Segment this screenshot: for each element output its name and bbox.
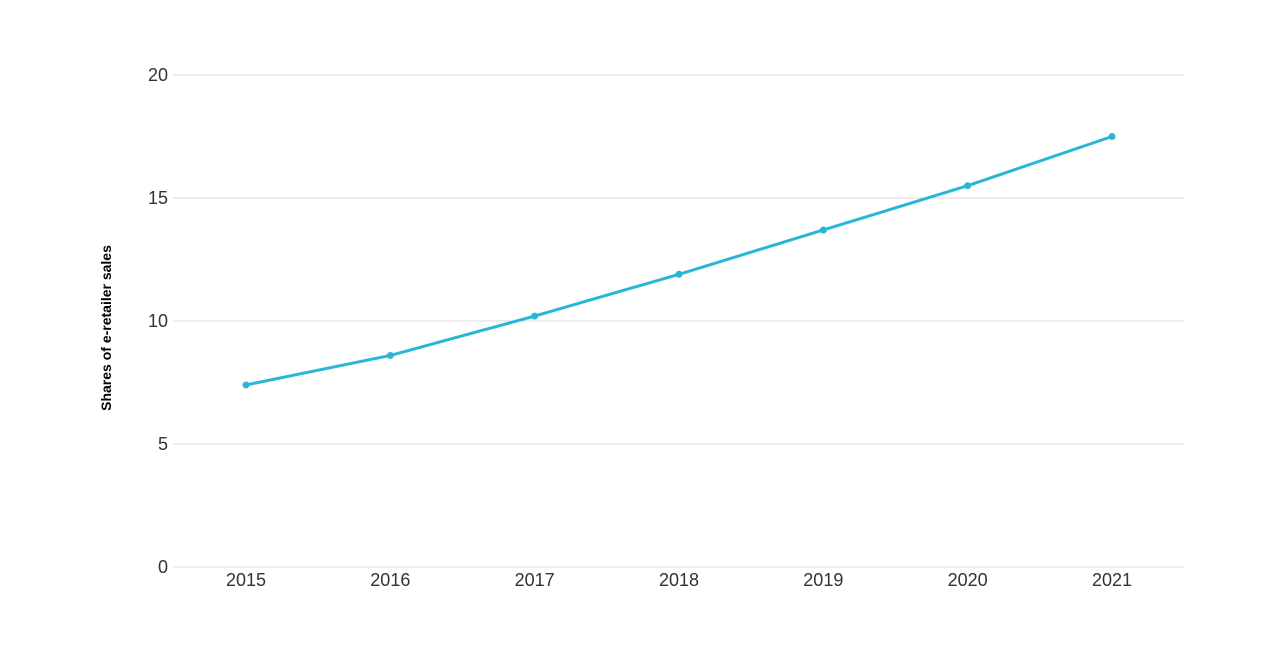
data-point-2017[interactable] (531, 312, 539, 320)
y-tick-label: 0 (158, 557, 168, 577)
y-axis-ticks: 0 5 10 15 20 (148, 65, 168, 577)
x-tick-label: 2019 (803, 570, 843, 590)
series-line (244, 135, 1114, 387)
y-tick-label: 5 (158, 434, 168, 454)
y-tick-label: 10 (148, 311, 168, 331)
y-axis-title: Shares of e-retailer sales (98, 245, 114, 411)
y-tick-label: 15 (148, 188, 168, 208)
gridlines (173, 74, 1184, 568)
data-point-2016[interactable] (386, 351, 394, 359)
series-layer (242, 133, 1116, 389)
x-tick-label: 2021 (1092, 570, 1132, 590)
data-point-2020[interactable] (964, 182, 972, 190)
data-point-2015[interactable] (242, 381, 250, 389)
x-axis-ticks: 2015 2016 2017 2018 2019 2020 2021 (226, 570, 1132, 590)
x-tick-label: 2018 (659, 570, 699, 590)
y-tick-label: 20 (148, 65, 168, 85)
data-point-2018[interactable] (675, 270, 683, 278)
x-tick-label: 2016 (370, 570, 410, 590)
x-tick-label: 2020 (948, 570, 988, 590)
x-tick-label: 2017 (515, 570, 555, 590)
data-point-2021[interactable] (1108, 133, 1116, 140)
data-point-2019[interactable] (819, 226, 827, 234)
x-tick-label: 2015 (226, 570, 266, 590)
